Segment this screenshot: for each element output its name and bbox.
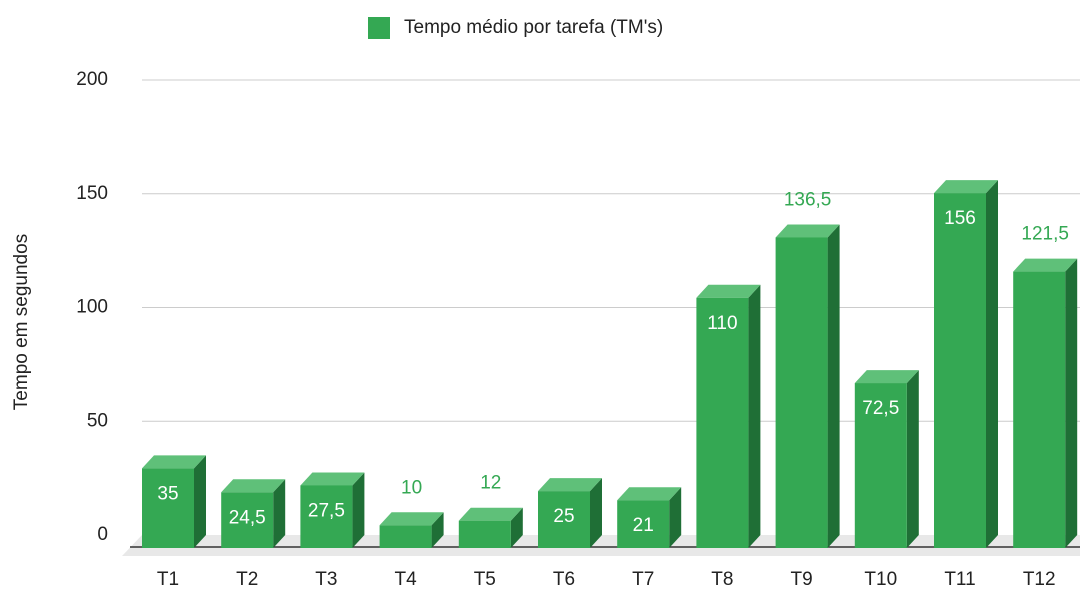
data-label: 12 <box>480 473 501 494</box>
x-tick-label: T1 <box>157 569 179 590</box>
x-tick-label: T4 <box>395 569 418 590</box>
bar-side <box>194 455 206 548</box>
bar-top <box>1013 258 1078 272</box>
data-label: 24,5 <box>229 507 266 528</box>
floor <box>122 535 1080 556</box>
bar-top <box>696 284 761 298</box>
bar <box>221 492 274 548</box>
bar-top <box>221 479 286 493</box>
bar-top <box>854 370 919 384</box>
x-tick-label: T3 <box>315 569 337 590</box>
data-label: 10 <box>401 477 422 498</box>
y-axis-title: Tempo em segundos <box>11 234 32 410</box>
data-label: 72,5 <box>862 398 899 419</box>
bar-top <box>300 472 365 486</box>
bar-side <box>748 284 761 548</box>
x-tick-label: T10 <box>864 569 897 590</box>
bar-top <box>142 455 206 469</box>
bar-side <box>827 224 840 548</box>
bar <box>1013 271 1066 548</box>
bar <box>775 237 828 548</box>
bar-side <box>669 487 682 548</box>
bar-side <box>1065 258 1078 548</box>
y-tick-label: 50 <box>87 410 108 431</box>
bar-top <box>379 512 444 526</box>
x-tick-label: T12 <box>1023 569 1056 590</box>
x-tick-label: T11 <box>944 569 975 590</box>
data-label: 110 <box>707 313 737 334</box>
x-tick-label: T6 <box>553 569 575 590</box>
bar-side <box>352 472 365 548</box>
bar <box>538 491 590 548</box>
bar <box>696 297 749 548</box>
bar-side <box>906 370 919 548</box>
data-label: 35 <box>157 483 178 504</box>
bar <box>934 193 986 548</box>
bar-side <box>273 479 286 548</box>
data-label: 25 <box>553 506 574 527</box>
bar-top <box>775 224 840 238</box>
bar-side <box>986 180 998 548</box>
y-tick-label: 100 <box>76 297 108 318</box>
bar <box>617 500 670 548</box>
y-tick-label: 200 <box>76 69 108 90</box>
bar <box>458 520 511 548</box>
bar-side <box>431 512 444 548</box>
bar-top <box>617 487 682 501</box>
x-tick-label: T2 <box>236 569 258 590</box>
bar <box>142 468 194 548</box>
x-tick-label: T7 <box>632 569 654 590</box>
x-tick-label: T9 <box>791 569 813 590</box>
bar-top <box>934 180 998 194</box>
data-label: 121,5 <box>1021 224 1069 245</box>
data-label: 136,5 <box>784 189 832 210</box>
bar <box>854 383 907 548</box>
bar <box>300 485 353 548</box>
data-label: 27,5 <box>308 500 345 521</box>
bar-top <box>538 478 602 492</box>
bar-top <box>458 507 523 521</box>
data-label: 156 <box>944 208 976 229</box>
legend-swatch <box>368 17 390 39</box>
legend-label: Tempo médio por tarefa (TM's) <box>404 17 663 38</box>
x-tick-label: T8 <box>711 569 733 590</box>
bar <box>379 525 432 548</box>
bar-side <box>590 478 602 548</box>
bar-side <box>510 507 523 548</box>
y-tick-label: 150 <box>76 183 108 204</box>
data-label: 21 <box>633 515 654 536</box>
y-tick-label: 0 <box>97 524 108 545</box>
x-tick-label: T5 <box>474 569 496 590</box>
